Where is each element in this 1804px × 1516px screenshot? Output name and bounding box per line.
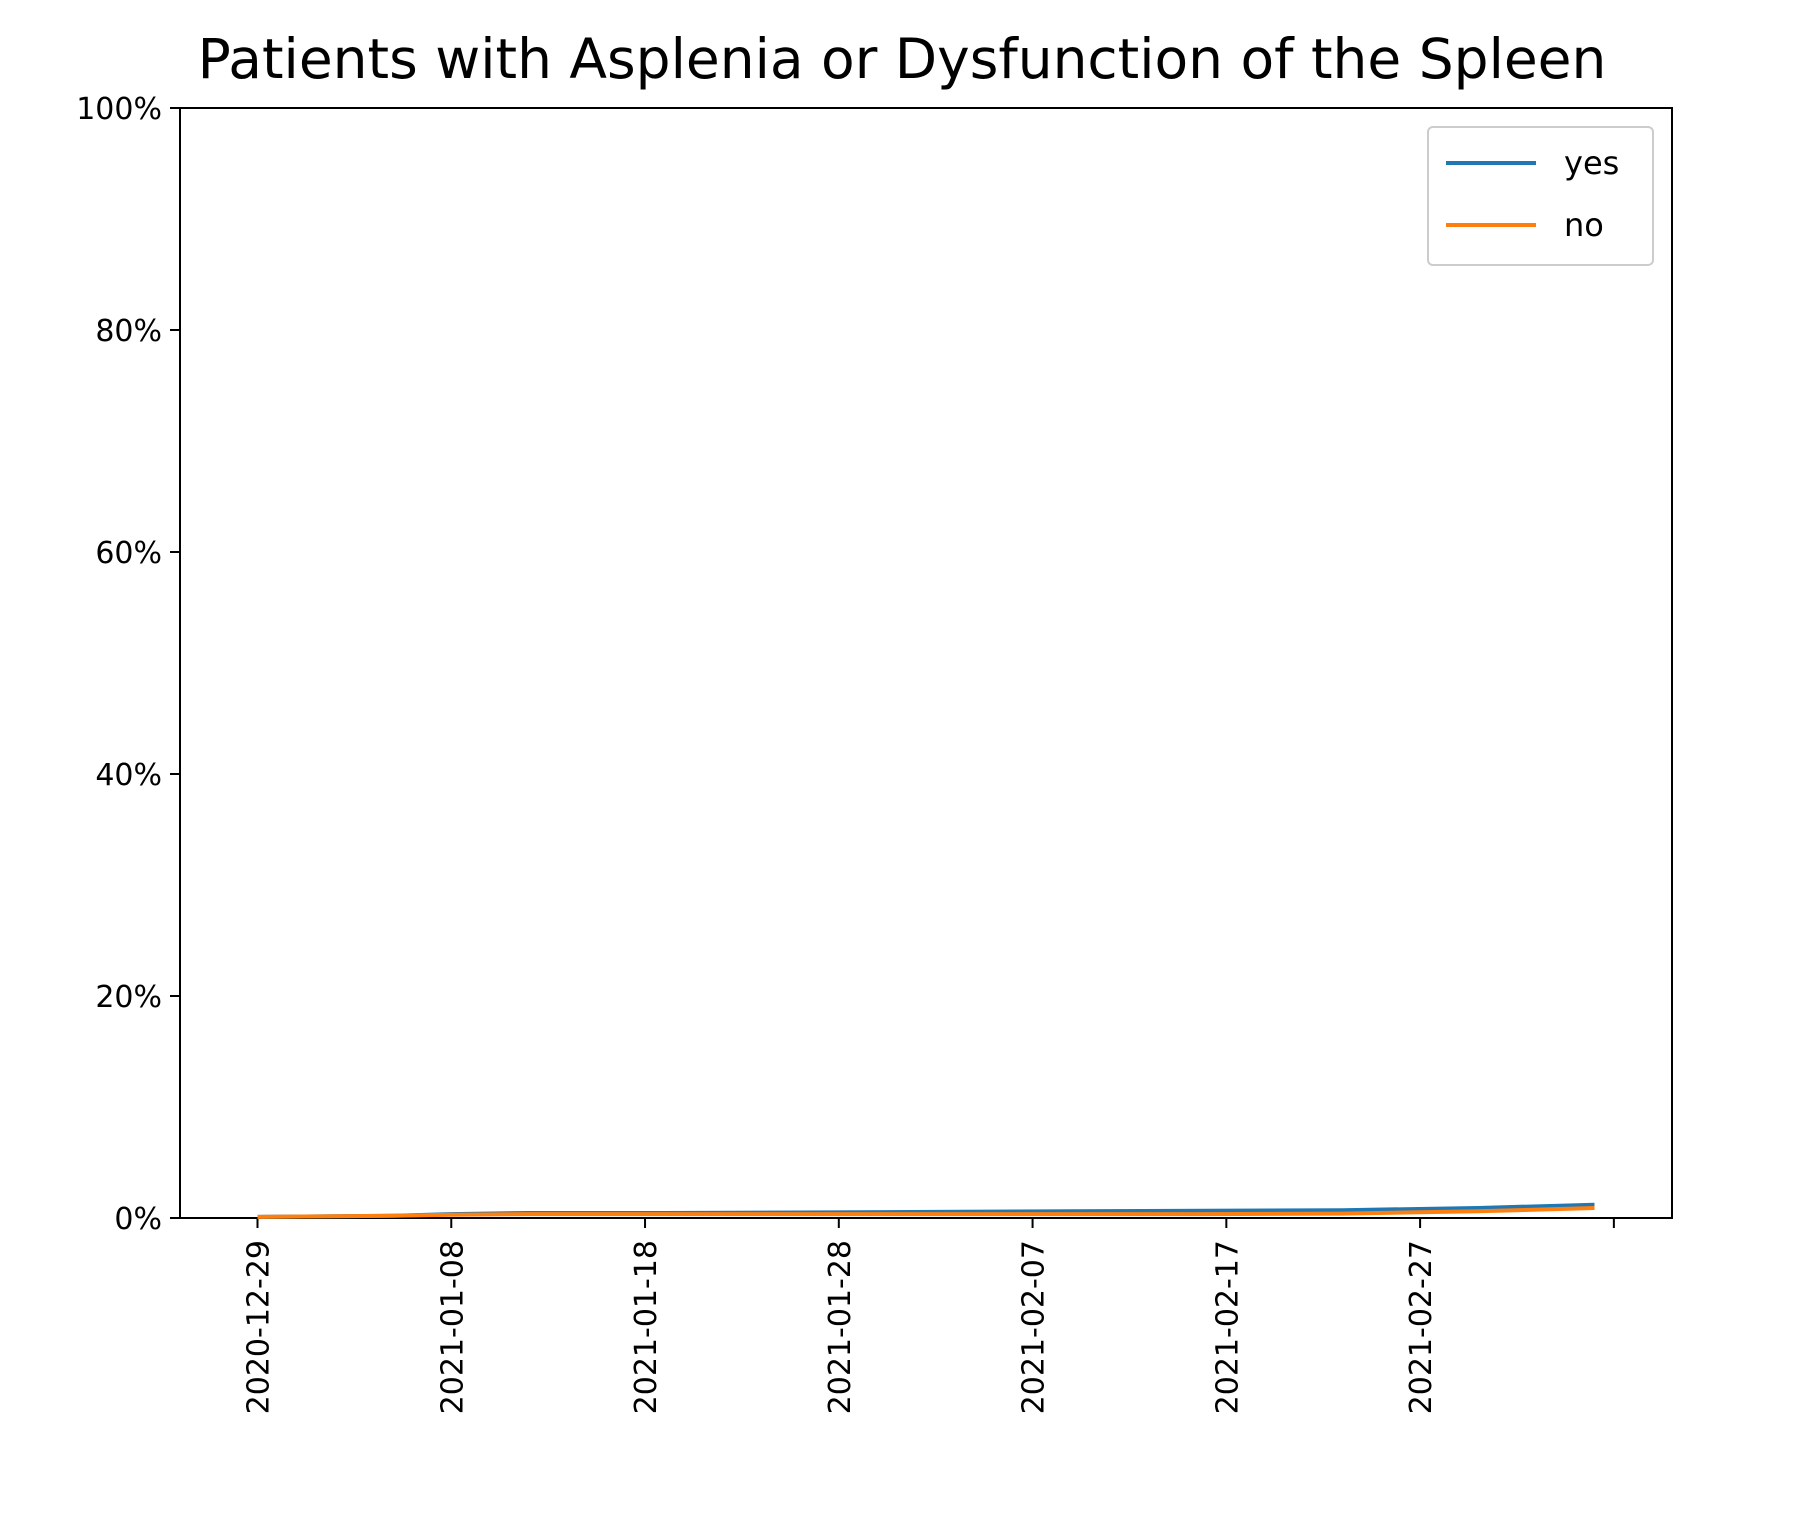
x-tick-label: 2021-01-28	[823, 1240, 858, 1414]
x-tick-label: 2020-12-29	[242, 1240, 277, 1414]
y-tick-label: 100%	[76, 92, 162, 127]
legend: yes no	[1427, 126, 1654, 266]
y-tick-label: 40%	[95, 758, 162, 793]
x-tick-label: 2021-01-08	[435, 1240, 470, 1414]
y-axis: 0% 20% 40% 60% 80% 100%	[76, 92, 180, 1237]
series-line-no	[257, 1206, 1595, 1219]
plot-area	[179, 107, 1673, 1219]
x-tick-label: 2021-01-18	[629, 1240, 664, 1414]
x-tick-label: 2021-02-27	[1404, 1240, 1439, 1414]
legend-label-no: no	[1564, 206, 1604, 244]
y-tick-label: 80%	[95, 314, 162, 349]
x-axis: 2020-12-29 2021-01-08 2021-01-18 2021-01-28…	[242, 1218, 1615, 1414]
legend-label-yes: yes	[1564, 144, 1619, 182]
plot-frame	[179, 107, 1673, 1219]
x-tick-label: 2021-02-17	[1210, 1240, 1245, 1414]
y-tick-label: 20%	[95, 980, 162, 1015]
chart-title: Patients with Asplenia or Dysfunction of…	[198, 27, 1607, 91]
x-tick-label: 2021-02-07	[1017, 1240, 1052, 1414]
y-tick-label: 60%	[95, 536, 162, 571]
series-layer	[257, 1202, 1595, 1219]
y-tick-label: 0%	[114, 1202, 162, 1237]
